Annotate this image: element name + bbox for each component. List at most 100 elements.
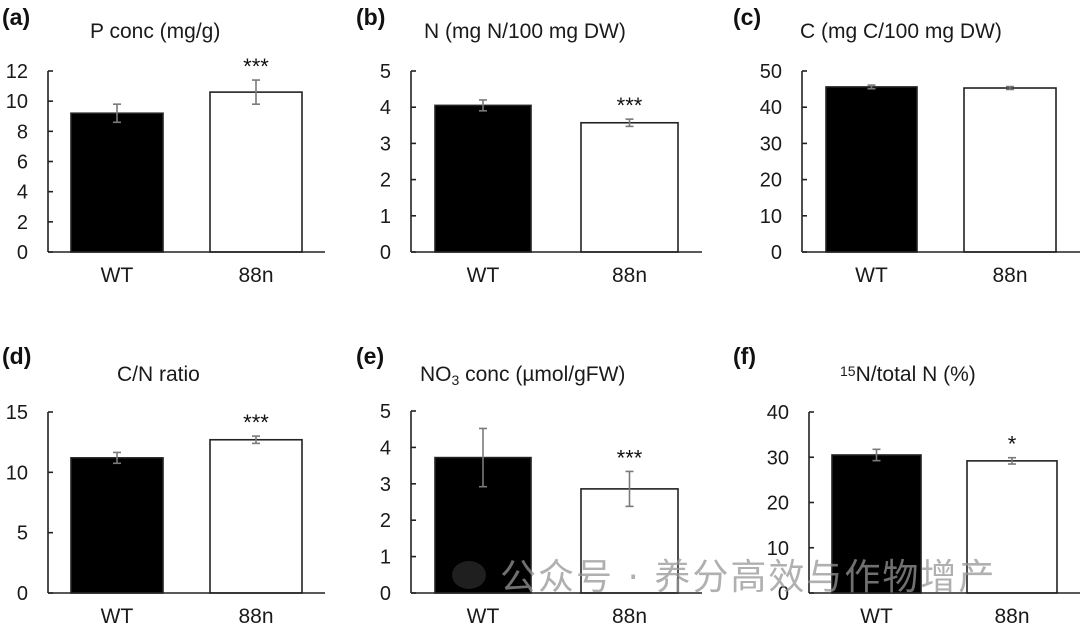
bar-wt — [434, 104, 532, 253]
y-tick-label: 8 — [17, 121, 28, 143]
x-tick-label: 88n — [238, 605, 273, 626]
x-tick-label: WT — [101, 264, 134, 287]
y-tick-label: 4 — [17, 182, 28, 204]
title-text: NO — [420, 363, 452, 386]
x-tick-label: WT — [101, 605, 134, 626]
error-bar-88n — [252, 435, 260, 445]
bar-88n — [963, 87, 1057, 253]
title-text: P conc (mg/g) — [90, 20, 220, 43]
error-bar-88n — [1008, 456, 1016, 465]
chart-panel-a: (a) P conc (mg/g) WT *** 88n 0 2 4 6 8 10 12 — [2, 4, 325, 287]
y-tick-label: 1 — [380, 547, 391, 569]
y-tick-label: 0 — [380, 583, 391, 605]
y-tick-label: 5 — [380, 401, 391, 423]
x-tick-label: 88n — [612, 264, 647, 287]
panel-label: (c) — [733, 4, 761, 30]
error-bar-wt — [867, 84, 876, 90]
y-tick-label: 10 — [6, 462, 28, 484]
chart-title: C/N ratio — [117, 363, 200, 386]
title-subscript: 3 — [452, 372, 460, 388]
y-tick-label: 20 — [760, 170, 782, 192]
y-tick-label: 2 — [380, 510, 391, 532]
y-tick-label: 2 — [17, 212, 28, 234]
x-tick-label: 88n — [238, 264, 273, 287]
x-tick-label: WT — [860, 605, 893, 626]
bar-wt — [70, 112, 164, 253]
y-tick-label: 10 — [767, 538, 789, 560]
x-tick-label: WT — [467, 264, 500, 287]
y-tick-label: 40 — [767, 402, 789, 424]
bar-88n — [580, 121, 679, 253]
significance-label: *** — [617, 93, 643, 118]
y-tick-label: 15 — [6, 402, 28, 424]
chart-title: P conc (mg/g) — [90, 20, 220, 43]
title-text: C (mg C/100 mg DW) — [800, 20, 1002, 43]
panel-label: (a) — [2, 4, 30, 30]
x-tick-label: 88n — [992, 264, 1027, 287]
y-tick-label: 50 — [760, 61, 782, 83]
x-tick-label: 88n — [612, 605, 647, 626]
chart-panel-d: (d) C/N ratio WT *** 88n 0 5 10 15 — [2, 343, 325, 626]
error-bar-wt — [113, 103, 121, 124]
y-tick-label: 0 — [17, 242, 28, 264]
y-tick-label: 10 — [6, 91, 28, 113]
bar-wt — [825, 86, 918, 253]
y-tick-label: 1 — [380, 206, 391, 228]
y-tick-label: 0 — [778, 583, 789, 605]
error-bar-wt — [113, 451, 121, 465]
bar-88n — [209, 91, 303, 253]
y-tick-label: 3 — [380, 474, 391, 496]
significance-label: *** — [243, 410, 269, 435]
y-tick-label: 30 — [767, 447, 789, 469]
error-bar-wt — [479, 427, 487, 488]
y-tick-label: 4 — [380, 97, 391, 119]
panel-label: (d) — [2, 343, 31, 369]
y-tick-label: 3 — [380, 133, 391, 155]
y-tick-label: 0 — [17, 583, 28, 605]
x-tick-label: WT — [467, 605, 500, 626]
error-bar-88n — [625, 118, 634, 128]
significance-label: *** — [243, 54, 269, 79]
chart-title: 15N/total N (%) — [840, 363, 976, 386]
bar-wt — [831, 454, 922, 594]
significance-label: * — [1008, 432, 1017, 457]
title-text: conc (µmol/gFW) — [459, 363, 625, 386]
title-text: N/total N (%) — [856, 363, 976, 386]
y-tick-label: 5 — [17, 523, 28, 545]
chart-title: N (mg N/100 mg DW) — [424, 20, 626, 43]
error-bar-88n — [625, 470, 634, 508]
bar-88n — [966, 460, 1058, 594]
y-tick-label: 30 — [760, 133, 782, 155]
title-superscript: 15 — [840, 363, 856, 379]
chart-title: NO3 conc (µmol/gFW) — [420, 363, 625, 388]
error-bar-88n — [1006, 85, 1014, 91]
chart-title: C (mg C/100 mg DW) — [800, 20, 1002, 43]
title-text: C/N ratio — [117, 363, 200, 386]
y-tick-label: 40 — [760, 97, 782, 119]
panel-label: (e) — [356, 343, 384, 369]
y-tick-label: 20 — [767, 493, 789, 515]
title-text: N (mg N/100 mg DW) — [424, 20, 626, 43]
significance-label: *** — [617, 445, 643, 470]
x-tick-label: 88n — [994, 605, 1029, 626]
bar-wt — [70, 457, 164, 594]
y-tick-label: 10 — [760, 206, 782, 228]
error-bar-wt — [872, 448, 881, 462]
panel-label: (b) — [356, 4, 385, 30]
y-tick-label: 2 — [380, 170, 391, 192]
chart-panel-b: (b) N (mg N/100 mg DW) WT *** 88n 0 1 2 3 4 5 — [356, 4, 702, 287]
chart-panel-c: (c) C (mg C/100 mg DW) WT 88n 0 10 20 30 40 50 — [733, 4, 1080, 287]
y-tick-label: 0 — [771, 242, 782, 264]
y-tick-label: 5 — [380, 61, 391, 83]
error-bar-wt — [479, 99, 487, 112]
bar-88n — [209, 438, 303, 594]
y-tick-label: 6 — [17, 152, 28, 174]
y-tick-label: 0 — [380, 242, 391, 264]
x-tick-label: WT — [855, 264, 888, 287]
y-tick-label: 12 — [6, 61, 28, 83]
panel-label: (f) — [733, 343, 756, 369]
y-tick-label: 4 — [380, 437, 391, 459]
chart-panel-f: (f) 15N/total N (%) WT * 88n 0 10 20 30 40 — [733, 343, 1080, 626]
